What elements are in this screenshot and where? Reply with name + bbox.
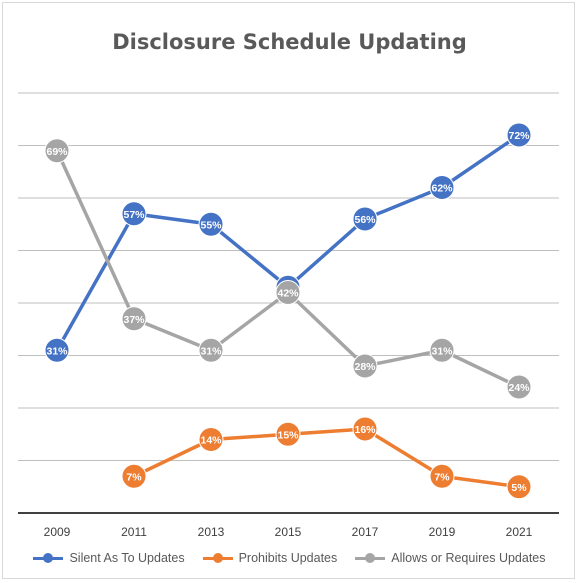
data-label: 69% <box>46 146 68 158</box>
data-label: 62% <box>431 183 453 195</box>
series-line <box>132 427 521 489</box>
data-label: 7% <box>126 471 142 483</box>
data-label: 28% <box>354 361 376 373</box>
legend-swatch <box>33 552 64 564</box>
x-tick-label: 2011 <box>121 525 147 539</box>
legend-label: Allows or Requires Updates <box>391 551 546 565</box>
legend-swatch <box>202 552 233 564</box>
legend-item: Allows or Requires Updates <box>355 551 546 565</box>
x-tick-label: 2015 <box>275 525 302 539</box>
legend-label: Silent As To Updates <box>69 551 185 565</box>
data-label: 15% <box>277 429 299 441</box>
data-point <box>121 463 147 489</box>
data-label: 5% <box>511 482 527 494</box>
data-label: 55% <box>200 219 222 231</box>
data-point <box>198 337 224 363</box>
data-label: 7% <box>434 471 450 483</box>
x-tick-label: 2017 <box>352 525 379 539</box>
data-point <box>429 175 455 200</box>
data-point <box>198 211 224 237</box>
data-point <box>198 427 224 452</box>
data-label: 42% <box>277 288 299 300</box>
data-point <box>429 463 455 489</box>
data-point <box>121 306 147 332</box>
data-label: 57% <box>123 209 145 221</box>
data-point <box>44 138 70 164</box>
legend-item: Prohibits Updates <box>202 551 338 565</box>
data-label: 31% <box>200 345 222 357</box>
legend-item: Silent As To Updates <box>33 551 185 565</box>
x-tick-label: 2009 <box>44 525 71 539</box>
data-point <box>121 201 147 227</box>
data-point <box>275 421 301 447</box>
x-tick-label: 2019 <box>429 525 456 539</box>
chart-title: Disclosure Schedule Updating <box>112 30 467 54</box>
data-label: 31% <box>431 345 453 357</box>
data-point <box>352 206 378 232</box>
data-point <box>506 474 532 500</box>
data-label: 24% <box>508 382 530 394</box>
data-label: 72% <box>508 130 530 142</box>
data-point <box>429 337 455 363</box>
x-tick-label: 2013 <box>198 525 225 539</box>
data-label: 14% <box>200 435 222 447</box>
legend-label: Prohibits Updates <box>238 551 338 565</box>
data-point <box>352 416 378 442</box>
chart-legend: Silent As To Updates Prohibits Updates All… <box>0 551 579 565</box>
data-label: 56% <box>354 214 376 226</box>
data-label: 31% <box>46 345 68 357</box>
legend-swatch <box>355 552 386 564</box>
data-label: 16% <box>354 424 376 436</box>
data-label: 37% <box>123 314 145 326</box>
x-tick-label: 2021 <box>506 525 533 539</box>
data-point <box>352 353 378 379</box>
data-point <box>44 337 70 363</box>
data-point <box>506 374 532 400</box>
data-point <box>506 122 532 148</box>
data-point <box>275 280 301 305</box>
